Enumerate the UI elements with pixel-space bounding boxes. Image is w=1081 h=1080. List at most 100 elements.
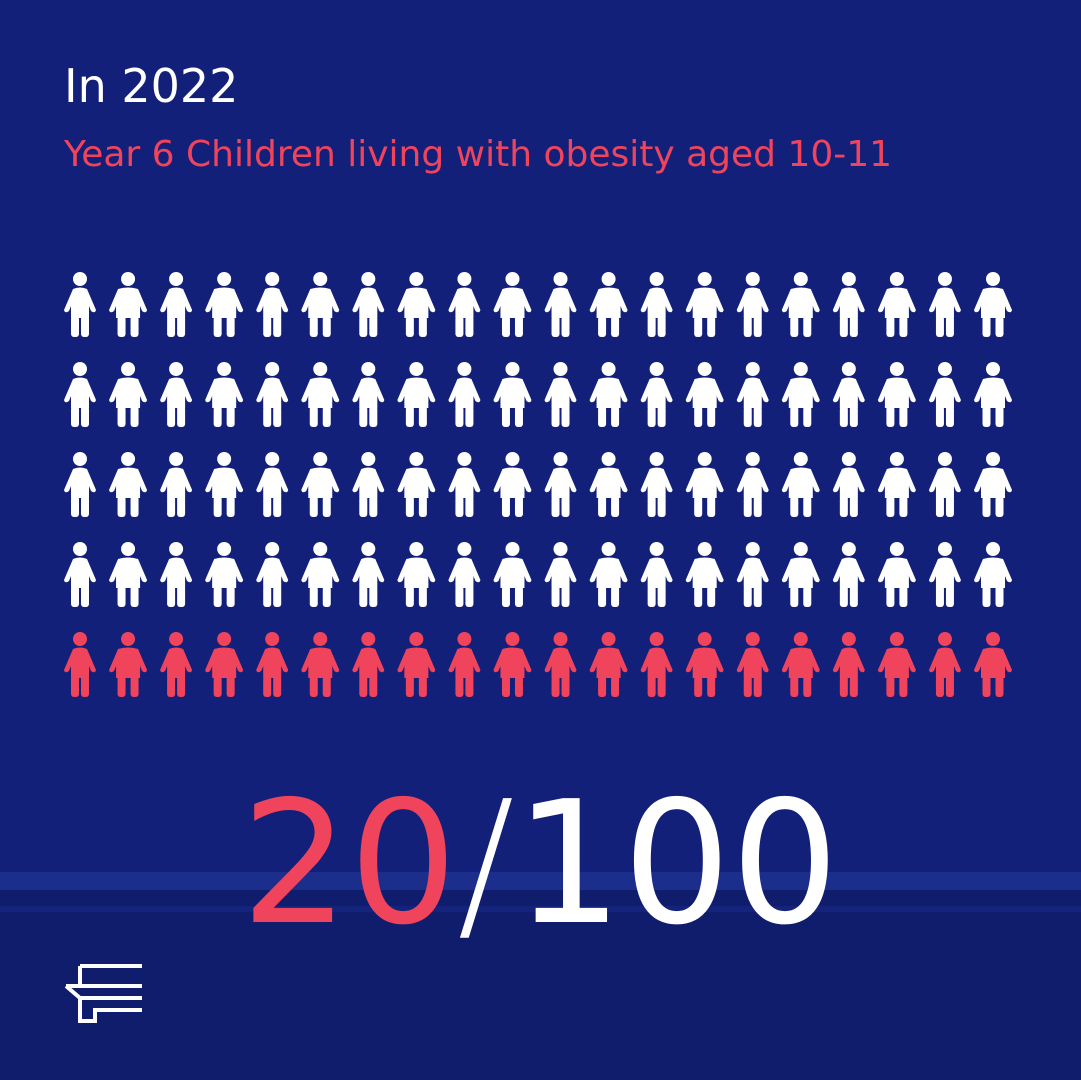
- logo-mark: [64, 984, 142, 1023]
- band: [0, 872, 1081, 890]
- icon-head: [457, 452, 472, 466]
- icon-leg: [418, 586, 427, 607]
- icon-leg: [117, 496, 126, 517]
- icon-leg: [81, 676, 89, 697]
- highlighted-icon: [352, 632, 385, 697]
- icon-head: [553, 452, 568, 466]
- icon-body: [736, 647, 769, 678]
- icon-body: [736, 467, 769, 498]
- icon-leg: [309, 496, 318, 517]
- icon-head: [553, 362, 568, 376]
- icon-body: [493, 557, 532, 588]
- icon-head: [409, 542, 424, 556]
- highlighted-icon: [109, 632, 148, 697]
- icon-body: [352, 557, 385, 588]
- icon-leg: [405, 496, 414, 517]
- icon-leg: [753, 496, 762, 517]
- icon-leg: [790, 316, 799, 337]
- icon-body: [301, 647, 340, 678]
- icon-leg: [886, 676, 895, 697]
- icon-body: [301, 467, 340, 498]
- icon-body: [640, 377, 673, 408]
- icon-leg: [117, 676, 126, 697]
- icon-leg: [501, 496, 510, 517]
- icon-leg: [694, 586, 703, 607]
- icon-leg: [995, 316, 1004, 337]
- icon: [544, 542, 577, 607]
- icon-body: [640, 287, 673, 318]
- icon-head: [121, 452, 136, 466]
- icon-leg: [598, 586, 607, 607]
- icon-leg: [899, 406, 908, 427]
- icon: [397, 452, 436, 517]
- icon-leg: [707, 406, 716, 427]
- icon-leg: [899, 586, 908, 607]
- icon-leg: [455, 496, 464, 517]
- icon-body: [640, 647, 673, 678]
- icon-leg: [611, 676, 620, 697]
- total: 100: [515, 765, 839, 963]
- icon-head: [169, 272, 184, 286]
- value: 20: [241, 765, 457, 963]
- icon-head: [121, 542, 136, 556]
- icon: [301, 362, 340, 427]
- icon-body: [352, 377, 385, 408]
- icon-leg: [561, 406, 570, 427]
- icon-head: [361, 272, 376, 286]
- icon-leg: [71, 586, 79, 607]
- icon-leg: [790, 406, 799, 427]
- icon-leg: [743, 586, 752, 607]
- icon-leg: [465, 676, 474, 697]
- icon-leg: [130, 316, 139, 337]
- icon-leg: [117, 586, 126, 607]
- icon-leg: [647, 496, 656, 517]
- icon-head: [217, 362, 232, 376]
- icon-leg: [935, 496, 944, 517]
- icon-body: [877, 467, 916, 498]
- icon-body: [974, 377, 1012, 408]
- icon-body: [397, 287, 436, 318]
- icon: [352, 272, 385, 337]
- icon-head: [265, 542, 280, 556]
- icon-body: [544, 467, 577, 498]
- icon-leg: [598, 496, 607, 517]
- icon-body: [877, 647, 916, 678]
- icon-leg: [945, 676, 954, 697]
- icon-head: [553, 542, 568, 556]
- icon-body: [352, 287, 385, 318]
- icon-leg: [359, 316, 368, 337]
- icon-head: [889, 632, 904, 646]
- icon-leg: [657, 496, 666, 517]
- icon-leg: [514, 676, 523, 697]
- icon-leg: [803, 316, 812, 337]
- subtitle: Year 6 Children living with obesity aged…: [63, 134, 892, 175]
- icon-head: [169, 452, 184, 466]
- icon: [736, 542, 769, 607]
- icon-leg: [849, 586, 858, 607]
- icon-head: [361, 632, 376, 646]
- highlighted-icon: [928, 632, 961, 697]
- icon-leg: [322, 406, 331, 427]
- icon-head: [121, 272, 136, 286]
- icon-body: [397, 557, 436, 588]
- icon-leg: [130, 676, 139, 697]
- icon: [397, 542, 436, 607]
- icon-head: [745, 362, 760, 376]
- icon-body: [589, 647, 628, 678]
- icon-body: [544, 377, 577, 408]
- icon-head: [457, 542, 472, 556]
- icon: [640, 362, 673, 427]
- icon-head: [361, 542, 376, 556]
- icon-body: [448, 557, 481, 588]
- icon-leg: [514, 316, 523, 337]
- icon-head: [505, 542, 520, 556]
- icon-leg: [263, 496, 272, 517]
- icon-leg: [611, 586, 620, 607]
- icon-leg: [849, 316, 858, 337]
- icon-leg: [945, 586, 954, 607]
- icon-body: [589, 377, 628, 408]
- icon: [974, 542, 1012, 607]
- icon: [640, 452, 673, 517]
- icon-leg: [935, 586, 944, 607]
- icon-leg: [359, 496, 368, 517]
